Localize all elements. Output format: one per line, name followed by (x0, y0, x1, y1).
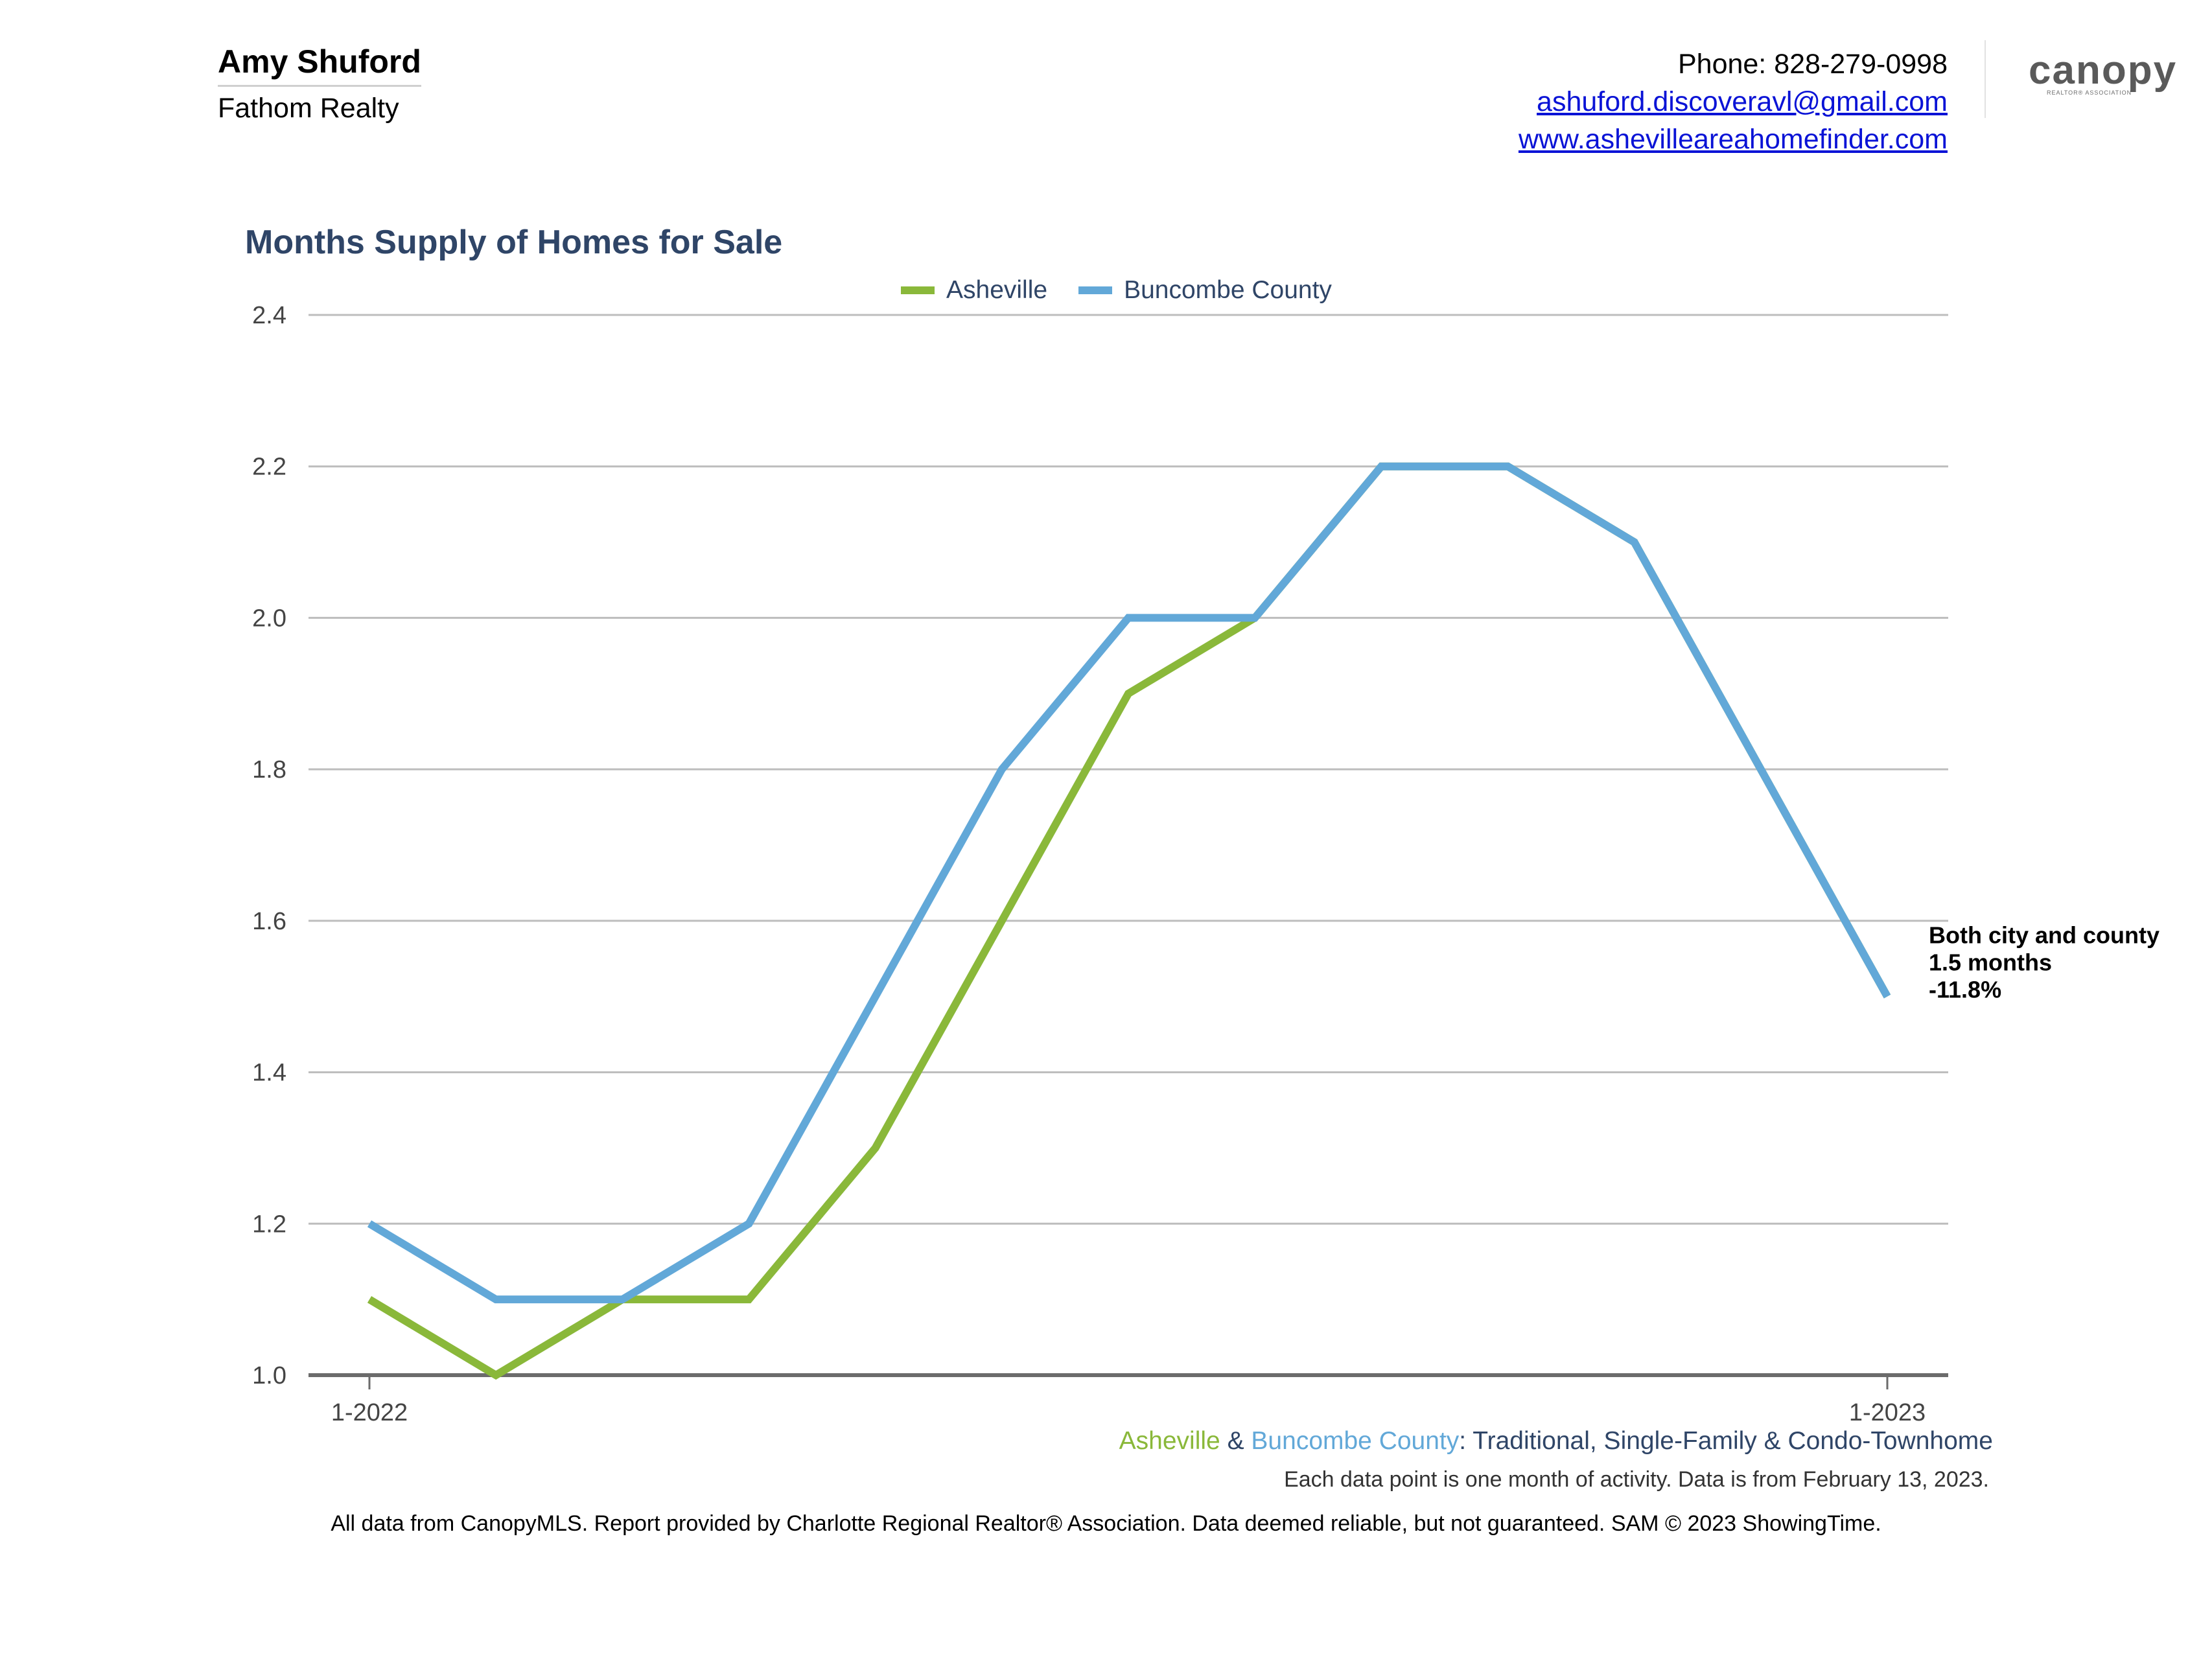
agent-company: Fathom Realty (218, 93, 399, 124)
legend-label-buncombe: Buncombe County (1124, 276, 1332, 304)
header-divider (1985, 40, 1986, 118)
y-tick-label: 1.6 (252, 908, 286, 935)
y-tick-labels: 1.0 1.2 1.4 1.6 1.8 2.0 2.2 2.4 (252, 302, 286, 1389)
annotation-line: Both city and county (1929, 922, 2160, 949)
x-tick-labels: 1-2022 1-2023 (331, 1375, 1926, 1426)
x-tick-label: 1-2023 (1849, 1399, 1926, 1426)
y-tick-label: 2.0 (252, 605, 286, 632)
legend-item-asheville: Asheville (901, 276, 1047, 305)
subtitle-asheville: Asheville (1119, 1427, 1220, 1455)
contact-phone: Phone: 828-279-0998 (1677, 49, 1948, 80)
contact-block: Phone: 828-279-0998 ashuford.discoveravl… (1519, 45, 1948, 158)
annotation-line: 1.5 months (1929, 949, 2052, 976)
y-tick-label: 2.2 (252, 454, 286, 481)
chart-legend: Asheville Buncombe County (901, 272, 1363, 308)
series-layer (367, 462, 1891, 1380)
grid-layer (309, 314, 1948, 1377)
logo-subtext: REALTOR® ASSOCIATION (2047, 89, 2132, 96)
y-tick-label: 1.2 (252, 1211, 286, 1238)
y-tick-label: 1.4 (252, 1060, 286, 1087)
contact-website-link[interactable]: www.ashevilleareahomefinder.com (1518, 124, 1948, 155)
subtitle-amp: & (1220, 1427, 1252, 1455)
contact-email-link[interactable]: ashuford.discoveravl@gmail.com (1537, 86, 1948, 117)
legend-swatch-buncombe (1078, 286, 1113, 294)
chart-subtitle: Asheville & Buncombe County: Traditional… (1119, 1427, 1993, 1456)
subtitle-buncombe: Buncombe County (1251, 1427, 1460, 1455)
logo-wordmark: canopy (2029, 48, 2178, 93)
legend-label-asheville: Asheville (946, 276, 1048, 304)
x-tick-label: 1-2022 (331, 1399, 408, 1426)
series-line-buncombe (367, 462, 1891, 1304)
subtitle-rest: : Traditional, Single-Family & Condo-Tow… (1459, 1427, 1993, 1455)
annotation-line: -11.8% (1929, 977, 2001, 1003)
disclaimer: All data from CanopyMLS. Report provided… (331, 1511, 1881, 1536)
y-tick-label: 2.4 (252, 302, 286, 329)
y-tick-label: 1.0 (252, 1362, 286, 1389)
agent-name: Amy Shuford (218, 44, 421, 87)
legend-item-buncombe: Buncombe County (1078, 276, 1332, 305)
y-tick-label: 1.8 (252, 756, 286, 783)
chart-footnote: Each data point is one month of activity… (1284, 1467, 1989, 1492)
chart-title: Months Supply of Homes for Sale (245, 224, 783, 261)
legend-swatch-asheville (901, 286, 935, 294)
canopy-logo: canopy REALTOR® ASSOCIATION (2029, 51, 2176, 102)
